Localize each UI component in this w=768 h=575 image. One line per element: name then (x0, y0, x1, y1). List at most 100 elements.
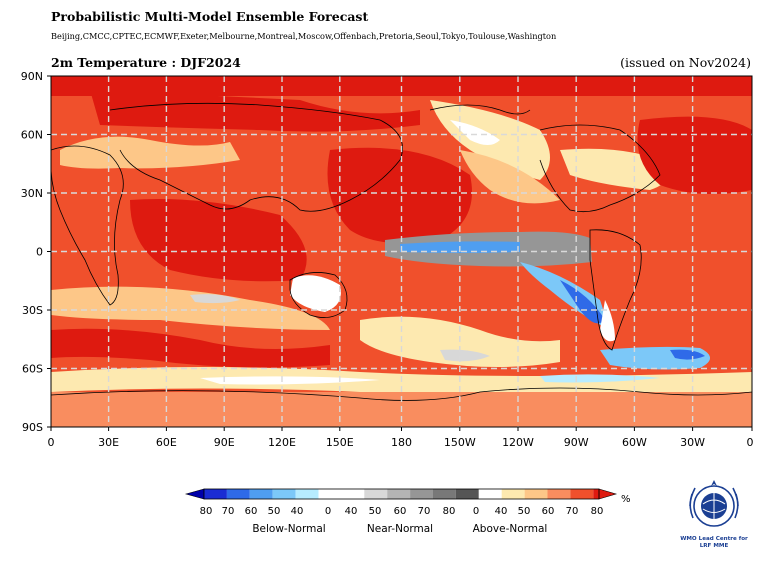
colorbar-tick-label: 0 (473, 506, 479, 517)
colorbar-frame (203, 488, 600, 500)
lat-label-90s: 90S (22, 421, 43, 434)
field-south-pacific-near (440, 349, 490, 362)
lon-label-30e: 30E (98, 436, 119, 449)
lon-label-180: 180 (391, 436, 412, 449)
lat-label-0: 0 (36, 246, 43, 259)
lat-label-90n: 90N (21, 70, 43, 83)
lon-label-90e: 90E (214, 436, 235, 449)
colorbar-category-labels: Below-Normal Near-Normal Above-Normal (252, 523, 547, 535)
coast-south-america (589, 229, 642, 351)
field-north-atlantic-red (637, 116, 752, 194)
lat-label-30s: 30S (22, 304, 43, 317)
coast-africa (51, 145, 124, 306)
colorbar: % 80 70 60 50 40 0 40 50 60 70 80 0 40 5… (184, 488, 631, 535)
lon-label-150e: 150E (326, 436, 354, 449)
colorbar-cell (341, 489, 365, 499)
field-antarctic-white (200, 376, 380, 385)
colorbar-tick-label: 40 (291, 506, 304, 517)
lon-label-120e: 120E (268, 436, 296, 449)
colorbar-cell (524, 489, 548, 499)
issue-date: (issued on Nov2024) (620, 55, 751, 70)
wmo-emblem-icon (689, 480, 739, 527)
lon-label-120w: 120W (502, 436, 534, 449)
variable-season-label: 2m Temperature : DJF2024 (51, 55, 241, 70)
field-eurasia-red (90, 90, 420, 132)
colorbar-tick-label: 50 (268, 506, 281, 517)
field-southern-ocean-red (51, 328, 330, 368)
colorbar-tick-label: 60 (245, 506, 258, 517)
colorbar-tick-label: 70 (222, 506, 235, 517)
coast-eurasia (109, 102, 403, 212)
lat-tick-labels: 90N 60N 30N 0 30S 60S 90S (21, 70, 43, 434)
colorbar-tick-label: 70 (418, 506, 431, 517)
colorbar-tick-label: 0 (325, 506, 331, 517)
field-southern-indian-near (190, 294, 240, 304)
colorbar-tick-label: 80 (200, 506, 213, 517)
category-near-normal: Near-Normal (367, 523, 433, 535)
colorbar-cell (387, 489, 411, 499)
colorbar-cell (318, 489, 342, 499)
colorbar-unit: % (621, 494, 631, 505)
field-antarctic-below (540, 374, 660, 383)
colorbar-tick-labels: 80 70 60 50 40 0 40 50 60 70 80 0 40 50 … (200, 506, 604, 517)
lat-tick-marks (47, 75, 51, 428)
colorbar-cell (295, 489, 319, 499)
lon-tick-marks (50, 427, 753, 431)
colorbar-cell (570, 489, 594, 499)
colorbar-cell (547, 489, 571, 499)
field-south-east-pacific-below-strong (560, 280, 605, 324)
field-eurasia-mid (60, 136, 240, 169)
logo-line-2: LRF MME (700, 543, 729, 549)
colorbar-cell (501, 489, 525, 499)
colorbar-above-normal (478, 489, 599, 499)
lon-label-60w: 60W (622, 436, 647, 449)
lon-label-150w: 150W (444, 436, 476, 449)
logo-line-1: WMO Lead Centre for (680, 536, 748, 542)
colorbar-cell (226, 489, 250, 499)
colorbar-tick-label: 60 (394, 506, 407, 517)
colorbar-cell (410, 489, 433, 499)
coast-arctic-east (429, 104, 531, 115)
colorbar-tick-label: 50 (369, 506, 382, 517)
probability-field (51, 76, 752, 427)
colorbar-cell (249, 489, 273, 499)
colorbar-cell (455, 489, 479, 499)
coastlines (51, 102, 752, 401)
lon-tick-labels: 0 30E 60E 90E 120E 150E 180 150W 120W 90… (48, 436, 754, 449)
colorbar-tick-label: 60 (542, 506, 555, 517)
colorbar-tick-label: 40 (495, 506, 508, 517)
colorbar-cell (364, 489, 388, 499)
colorbar-extend-right (598, 488, 618, 500)
colorbar-below-normal (204, 489, 342, 499)
colorbar-near-normal (341, 489, 479, 499)
colorbar-cell (433, 489, 456, 499)
lon-label-0-east: 0 (747, 436, 754, 449)
category-above-normal: Above-Normal (473, 523, 548, 535)
colorbar-tick-label: 40 (345, 506, 358, 517)
colorbar-tick-label: 50 (518, 506, 531, 517)
colorbar-cell (204, 489, 227, 499)
lat-label-60s: 60S (22, 363, 43, 376)
field-west-pacific-red (327, 147, 472, 244)
colorbar-tick-label: 80 (591, 506, 604, 517)
category-below-normal: Below-Normal (252, 523, 325, 535)
lon-label-90w: 90W (564, 436, 589, 449)
field-australia-white (290, 275, 341, 312)
field-east-pacific-north (460, 150, 560, 204)
gridlines (51, 76, 752, 427)
colorbar-extend-left (184, 488, 205, 500)
page-title: Probabilistic Multi-Model Ensemble Forec… (51, 9, 369, 24)
coast-north-america (539, 124, 661, 213)
lon-label-60e: 60E (156, 436, 177, 449)
field-south-atlantic-below-strong (670, 349, 705, 360)
lat-label-30n: 30N (21, 187, 43, 200)
colorbar-tick-label: 70 (566, 506, 579, 517)
lon-label-30w: 30W (680, 436, 705, 449)
field-indian-ocean-red (130, 199, 307, 282)
colorbar-tick-label: 80 (443, 506, 456, 517)
wmo-logo: WMO Lead Centre for LRF MME (680, 480, 748, 549)
field-southern-indian-pale (51, 286, 330, 330)
colorbar-cell (272, 489, 296, 499)
lon-label-0-west: 0 (48, 436, 55, 449)
